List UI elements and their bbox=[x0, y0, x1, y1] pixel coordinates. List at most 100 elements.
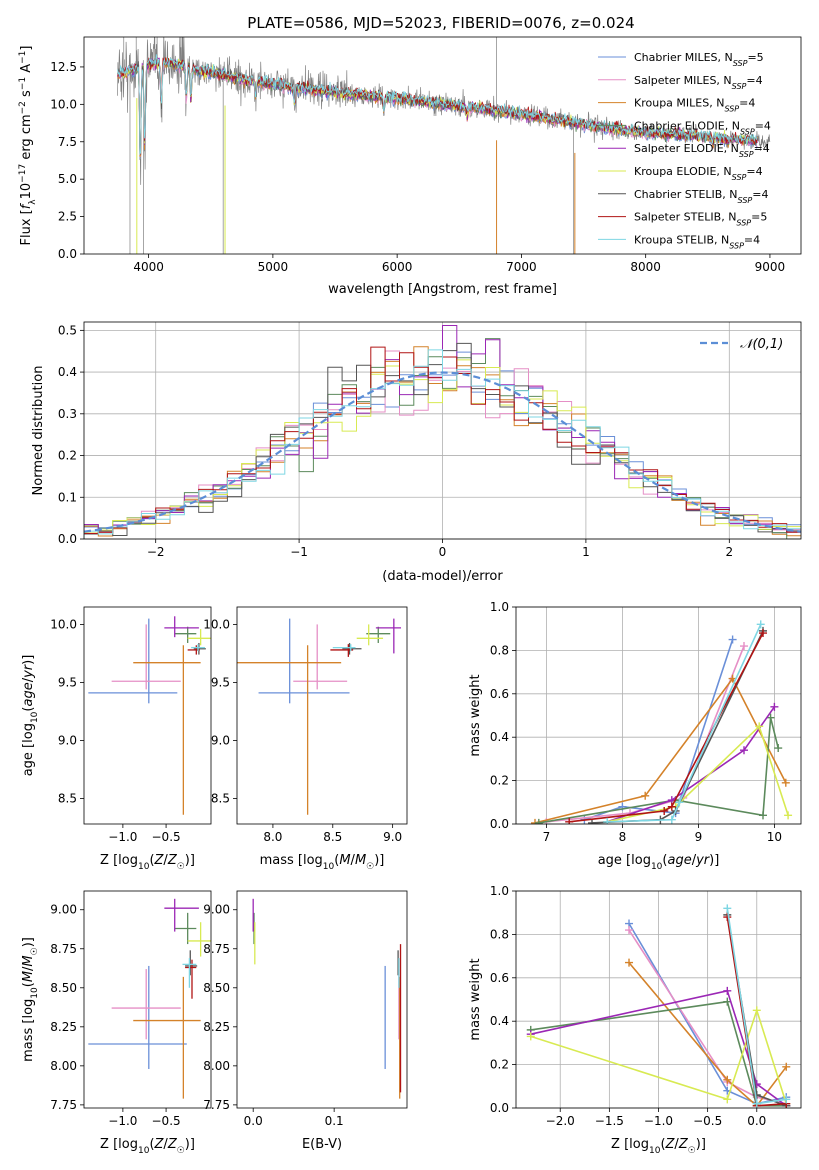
y-tick-label: 0.6 bbox=[490, 687, 509, 701]
weight-marker bbox=[534, 818, 543, 824]
weight-marker bbox=[723, 986, 732, 995]
x-tick-label: 0.0 bbox=[747, 1114, 766, 1128]
errorbar-3 bbox=[133, 645, 201, 815]
x-tick-label: 2 bbox=[725, 545, 733, 559]
plot-area bbox=[531, 620, 793, 824]
errorbar-1 bbox=[88, 618, 178, 704]
weight-line bbox=[530, 1007, 788, 1104]
weight-marker bbox=[782, 1062, 791, 1071]
x-tick-label: 10 bbox=[767, 830, 782, 844]
histogram-9 bbox=[84, 349, 801, 539]
y-tick-label: 5.0 bbox=[58, 172, 77, 186]
spectrum-panel: 4000 5000 6000 7000 8000 9000 0.0 2.5 5.0 7.5 10.0… bbox=[18, 36, 802, 297]
y-tick-label: 0.0 bbox=[58, 532, 77, 546]
legend-entry: Salpeter ELODIE, NSSP=4 bbox=[634, 142, 770, 159]
weight-line bbox=[628, 962, 787, 1107]
weight-marker bbox=[774, 744, 783, 753]
weight-line bbox=[607, 624, 762, 823]
spectrum-legend: Chabrier MILES, NSSP=5 Salpeter MILES, NS… bbox=[598, 51, 771, 250]
y-tick-label: 1.0 bbox=[490, 600, 509, 614]
weight-line bbox=[530, 989, 787, 1107]
weight-marker bbox=[723, 1075, 732, 1084]
axes-frame bbox=[83, 890, 212, 1109]
spectrum-x-label: wavelength [Angstrom, rest frame] bbox=[328, 282, 557, 297]
residual-x-label: (data-model)/error bbox=[382, 569, 503, 584]
model-spectrum-9 bbox=[117, 54, 758, 155]
x-tick-label: −0.5 bbox=[693, 1114, 722, 1128]
Z-vs-mass-y-label: mass [log10(M/M☉)] bbox=[21, 937, 40, 1062]
x-tick-label: 0.1 bbox=[325, 1114, 344, 1128]
weight-marker bbox=[759, 811, 767, 820]
legend-entry: Salpeter MILES, NSSP=4 bbox=[634, 74, 763, 91]
y-tick-label: 0.8 bbox=[490, 643, 509, 657]
normal-reference-curve bbox=[84, 371, 801, 533]
axes-frame bbox=[515, 606, 802, 825]
y-tick-label: 8.25 bbox=[203, 1020, 230, 1034]
x-tick-label: 8.0 bbox=[263, 830, 282, 844]
axes-frame bbox=[83, 321, 802, 540]
spectrum-y-label: Flux [fλ10−17 erg cm−2 s−1 A−1] bbox=[18, 46, 38, 246]
x-tick-label: −2 bbox=[147, 545, 165, 559]
x-tick-label: −0.5 bbox=[152, 1114, 181, 1128]
weight-marker bbox=[752, 1006, 761, 1015]
y-tick-label: 8.25 bbox=[50, 1020, 77, 1034]
x-tick-label: 8 bbox=[619, 830, 627, 844]
weight-marker bbox=[723, 1095, 732, 1104]
errorbar-3 bbox=[133, 976, 201, 1099]
x-tick-label: 9 bbox=[695, 830, 703, 844]
errorbar-6 bbox=[356, 624, 384, 646]
axes-frame bbox=[515, 890, 802, 1109]
y-tick-label: 10.0 bbox=[50, 617, 77, 631]
y-tick-label: 8.50 bbox=[203, 981, 230, 995]
x-tick-label: 8.5 bbox=[323, 830, 342, 844]
plot-area bbox=[88, 898, 211, 1099]
axes-frame bbox=[83, 36, 802, 255]
y-tick-label: 9.0 bbox=[58, 733, 77, 747]
weight-marker bbox=[641, 791, 650, 800]
legend-entry: Chabrier STELIB, NSSP=4 bbox=[634, 188, 768, 205]
weight-series-9 bbox=[723, 904, 791, 1108]
errorbar-8 bbox=[330, 644, 354, 657]
errorbar-4 bbox=[174, 912, 197, 945]
x-tick-label: −1.5 bbox=[595, 1114, 624, 1128]
residual-panel: −2 −1 0 1 2 0.0 0.1 0.2 0.3 0.4 0.5 (data-model)/er… bbox=[31, 321, 802, 584]
errorbar-5 bbox=[375, 618, 402, 654]
y-tick-label: 0.0 bbox=[58, 247, 77, 261]
weight-marker bbox=[752, 1090, 761, 1099]
legend-entry: Kroupa ELODIE, NSSP=4 bbox=[634, 165, 763, 182]
errorbar-7 bbox=[342, 642, 362, 655]
axes-frame bbox=[236, 890, 408, 1109]
y-tick-label: 12.5 bbox=[50, 60, 77, 74]
x-tick-label: −1 bbox=[290, 545, 308, 559]
y-tick-label: 1.0 bbox=[490, 884, 509, 898]
weight-marker bbox=[766, 713, 775, 722]
weight-marker bbox=[660, 806, 669, 815]
histogram-7 bbox=[84, 342, 801, 539]
weight-marker bbox=[667, 815, 676, 824]
errorbar-4 bbox=[366, 626, 391, 643]
y-tick-label: 9.5 bbox=[58, 675, 77, 689]
x-tick-label: 5000 bbox=[258, 260, 289, 274]
x-tick-label: 8000 bbox=[630, 260, 661, 274]
weight-marker bbox=[728, 635, 737, 644]
weight-marker bbox=[588, 818, 596, 824]
weight-marker bbox=[781, 778, 790, 787]
y-tick-label: 8.5 bbox=[211, 791, 230, 805]
errorbar-6 bbox=[187, 922, 211, 957]
x-tick-label: 9000 bbox=[755, 260, 786, 274]
errorbar-2 bbox=[111, 969, 181, 1040]
legend-entry: Salpeter STELIB, NSSP=5 bbox=[634, 211, 767, 228]
legend-entry: Kroupa MILES, NSSP=4 bbox=[634, 97, 755, 114]
errorbar-3 bbox=[237, 645, 342, 815]
age-vs-weight-panel: 7 8 9 10 0.0 0.2 0.4 0.6 0.8 1.0 age [log10(age/yr… bbox=[468, 600, 802, 872]
y-tick-label: 10.0 bbox=[203, 617, 230, 631]
x-tick-label: 4000 bbox=[133, 260, 164, 274]
errorbar-6 bbox=[187, 629, 211, 646]
age-vs-weight-x-label: age [log10(age/yr)] bbox=[598, 853, 720, 872]
x-tick-label: 7 bbox=[543, 830, 551, 844]
y-tick-label: 2.5 bbox=[58, 210, 77, 224]
legend-entry: Kroupa STELIB, NSSP=4 bbox=[634, 233, 760, 250]
Z-vs-age-y-label: age [log10(age/yr)] bbox=[21, 655, 40, 777]
y-tick-label: 0.4 bbox=[490, 1014, 509, 1028]
weight-marker bbox=[759, 629, 767, 638]
